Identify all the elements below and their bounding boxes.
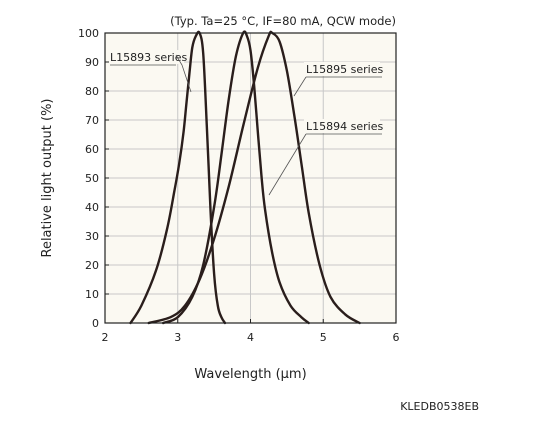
y-tick-label: 60	[85, 143, 99, 156]
series-label-l15893: L15893 series	[110, 51, 187, 64]
y-tick-label: 10	[85, 288, 99, 301]
x-axis-title: Wavelength (μm)	[194, 367, 306, 382]
callout-backdrop	[304, 62, 380, 76]
series-label-l15894: L15894 series	[306, 120, 383, 133]
series-callouts: L15893 series L15894 series L15895 series	[108, 50, 383, 196]
callout-l15895: L15895 series	[293, 62, 383, 97]
x-tick-label: 2	[102, 331, 109, 344]
y-tick-label: 100	[78, 27, 99, 40]
callout-leader-line	[293, 76, 307, 97]
callout-l15893: L15893 series	[108, 50, 192, 93]
series-curve-l15893	[129, 30, 227, 325]
callout-leader-line	[268, 133, 307, 196]
series-curve-l15894	[162, 30, 310, 325]
measurement-conditions: (Typ. Ta=25 °C, IF=80 mA, QCW mode)	[170, 14, 396, 28]
y-tick-label: 30	[85, 230, 99, 243]
y-axis-title: Relative light output (%)	[40, 98, 55, 257]
callout-backdrop	[304, 119, 380, 133]
y-tick-label: 0	[92, 317, 99, 330]
y-tick-label: 90	[85, 56, 99, 69]
x-tick-label: 6	[393, 331, 400, 344]
x-tick-label: 5	[320, 331, 327, 344]
callout-leader-line	[175, 54, 192, 93]
y-tick-label: 40	[85, 201, 99, 214]
callout-backdrop	[108, 50, 184, 64]
x-tick-label: 4	[247, 331, 254, 344]
series-label-l15895: L15895 series	[306, 63, 383, 76]
x-tick-label: 3	[174, 331, 181, 344]
y-tick-label: 70	[85, 114, 99, 127]
y-tick-label: 20	[85, 259, 99, 272]
y-tick-label: 50	[85, 172, 99, 185]
y-tick-label: 80	[85, 85, 99, 98]
callout-l15894: L15894 series	[268, 119, 383, 196]
figure-code: KLEDB0538EB	[400, 400, 479, 413]
